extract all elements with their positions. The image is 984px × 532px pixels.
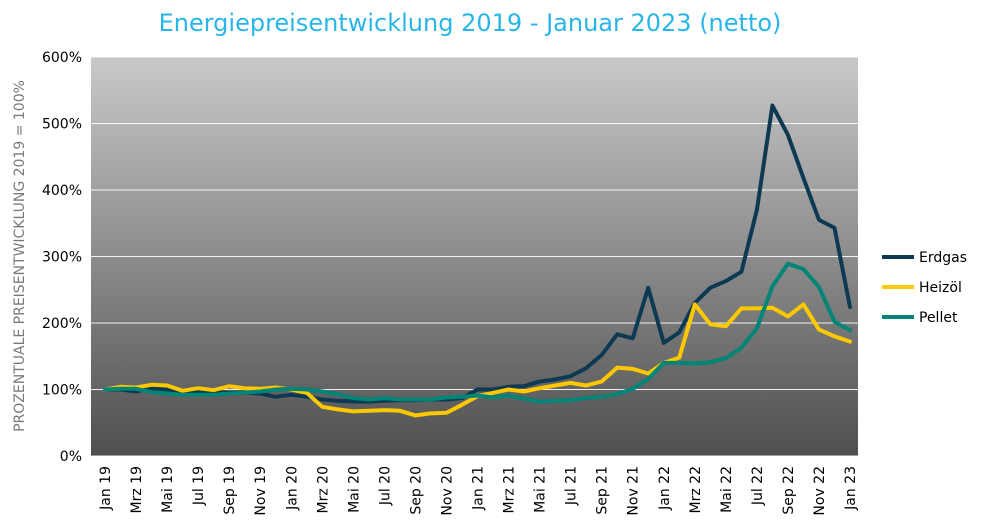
x-tick-label: Jul 21 (564, 466, 580, 506)
y-tick-label: 100% (42, 383, 82, 399)
x-tick-label: Mai 19 (160, 466, 176, 513)
x-tick-label: Sep 19 (222, 466, 238, 515)
x-tick-label: Mai 20 (346, 466, 362, 513)
x-tick-label: Jul 20 (377, 466, 393, 506)
x-tick-label: Jan 20 (284, 466, 300, 511)
series-lines (103, 103, 852, 418)
x-tick-label: Sep 22 (781, 466, 797, 515)
y-axis-ticks: 0% 100% 200% 300% 400% 500% 600% (42, 50, 82, 465)
x-tick-label: Jan 19 (98, 466, 114, 511)
x-tick-label: Jan 21 (471, 466, 487, 511)
y-tick-label: 400% (42, 183, 82, 199)
x-tick-label: Nov 20 (439, 466, 455, 516)
x-tick-label: Mrz 21 (502, 466, 518, 513)
y-tick-label: 300% (42, 250, 82, 266)
x-tick-label: Mrz 20 (315, 466, 331, 513)
x-tick-label: Mai 22 (719, 466, 735, 513)
x-tick-label: Mai 21 (533, 466, 549, 513)
y-tick-label: 600% (42, 50, 82, 66)
x-tick-label: Jan 22 (657, 466, 673, 511)
legend-label: Erdgas (919, 250, 967, 266)
y-tick-label: 200% (42, 316, 82, 332)
x-tick-label: Nov 21 (626, 466, 642, 516)
legend-label: Pellet (919, 310, 958, 326)
x-tick-label: Jan 23 (843, 466, 859, 511)
x-tick-label: Sep 21 (595, 466, 611, 515)
x-tick-label: Sep 20 (408, 466, 424, 515)
series-line-pellet (103, 261, 852, 404)
x-tick-label: Jul 22 (750, 466, 766, 506)
x-axis-ticks: Jan 19 Mrz 19 Mai 19 Jul 19 Sep 19 Nov 19 Jan … (98, 466, 859, 516)
x-tick-label: Jul 19 (191, 466, 207, 506)
x-tick-label: Nov 19 (253, 466, 269, 516)
y-axis-label: PROZENTUALE PREISENTWICKLUNG 2019 = 100% (12, 80, 28, 432)
chart-title: Energiepreisentwicklung 2019 - Januar 20… (159, 9, 782, 37)
x-tick-label: Nov 22 (812, 466, 828, 516)
legend-label: Heizöl (919, 280, 962, 296)
x-tick-label: Mrz 22 (688, 466, 704, 513)
legend: Erdgas Heizöl Pellet (882, 250, 967, 326)
x-tick-label: Mrz 19 (129, 466, 145, 513)
y-tick-label: 0% (60, 449, 82, 465)
y-tick-label: 500% (42, 117, 82, 133)
